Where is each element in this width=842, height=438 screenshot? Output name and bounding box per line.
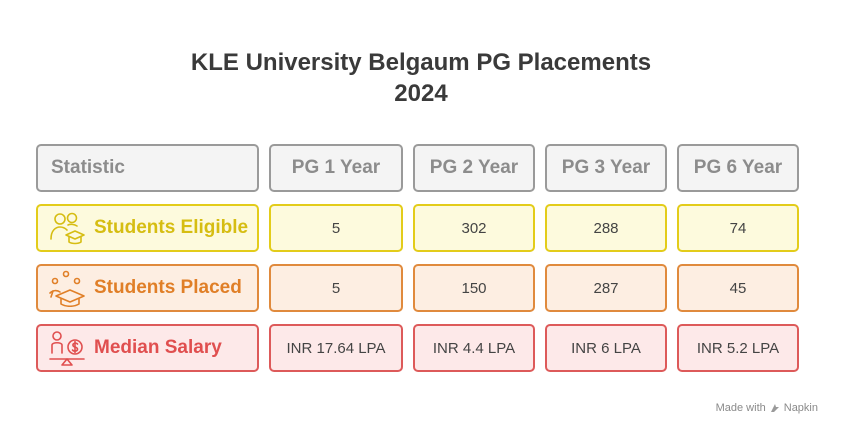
row-label-students-eligible: Students Eligible — [36, 204, 259, 252]
row-label-students-placed: Students Placed — [36, 264, 259, 312]
value-placed-pg-6-year: 45 — [677, 264, 799, 312]
value-salary-pg-3-year: INR 6 LPA — [545, 324, 667, 372]
header-pg-3-year: PG 3 Year — [545, 144, 667, 192]
value-salary-pg-2-year: INR 4.4 LPA — [413, 324, 535, 372]
row-label-text: Students Eligible — [94, 217, 249, 238]
row-label-text: Median Salary — [94, 337, 222, 358]
title-line-1: KLE University Belgaum PG Placements — [190, 49, 652, 76]
value-placed-pg-3-year: 287 — [545, 264, 667, 312]
value-eligible-pg-2-year: 302 — [413, 204, 535, 252]
row-label-median-salary: Median Salary — [36, 324, 259, 372]
header-pg-1-year: PG 1 Year — [269, 144, 403, 192]
header-pg-6-year: PG 6 Year — [677, 144, 799, 192]
value-eligible-pg-6-year: 74 — [677, 204, 799, 252]
value-salary-pg-1-year: INR 17.64 LPA — [269, 324, 403, 372]
credit-brand: Napkin — [783, 402, 818, 414]
value-eligible-pg-3-year: 288 — [545, 204, 667, 252]
graduation-cap-icon — [49, 270, 85, 307]
header-pg-2-year: PG 2 Year — [413, 144, 535, 192]
students-eligible-icon — [50, 212, 85, 245]
header-statistic: Statistic — [36, 144, 259, 192]
salary-balance-icon — [49, 331, 85, 366]
value-salary-pg-6-year: INR 5.2 LPA — [677, 324, 799, 372]
napkin-logo-icon — [770, 404, 779, 412]
title-line-2: 2024 — [394, 80, 448, 107]
made-with-napkin-credit: Made with Napkin — [716, 402, 818, 414]
value-placed-pg-2-year: 150 — [413, 264, 535, 312]
value-eligible-pg-1-year: 5 — [269, 204, 403, 252]
row-label-text: Students Placed — [94, 277, 242, 298]
value-placed-pg-1-year: 5 — [269, 264, 403, 312]
credit-made-with: Made with — [715, 402, 766, 414]
page-title: KLE University Belgaum PG Placements 202… — [0, 47, 842, 109]
